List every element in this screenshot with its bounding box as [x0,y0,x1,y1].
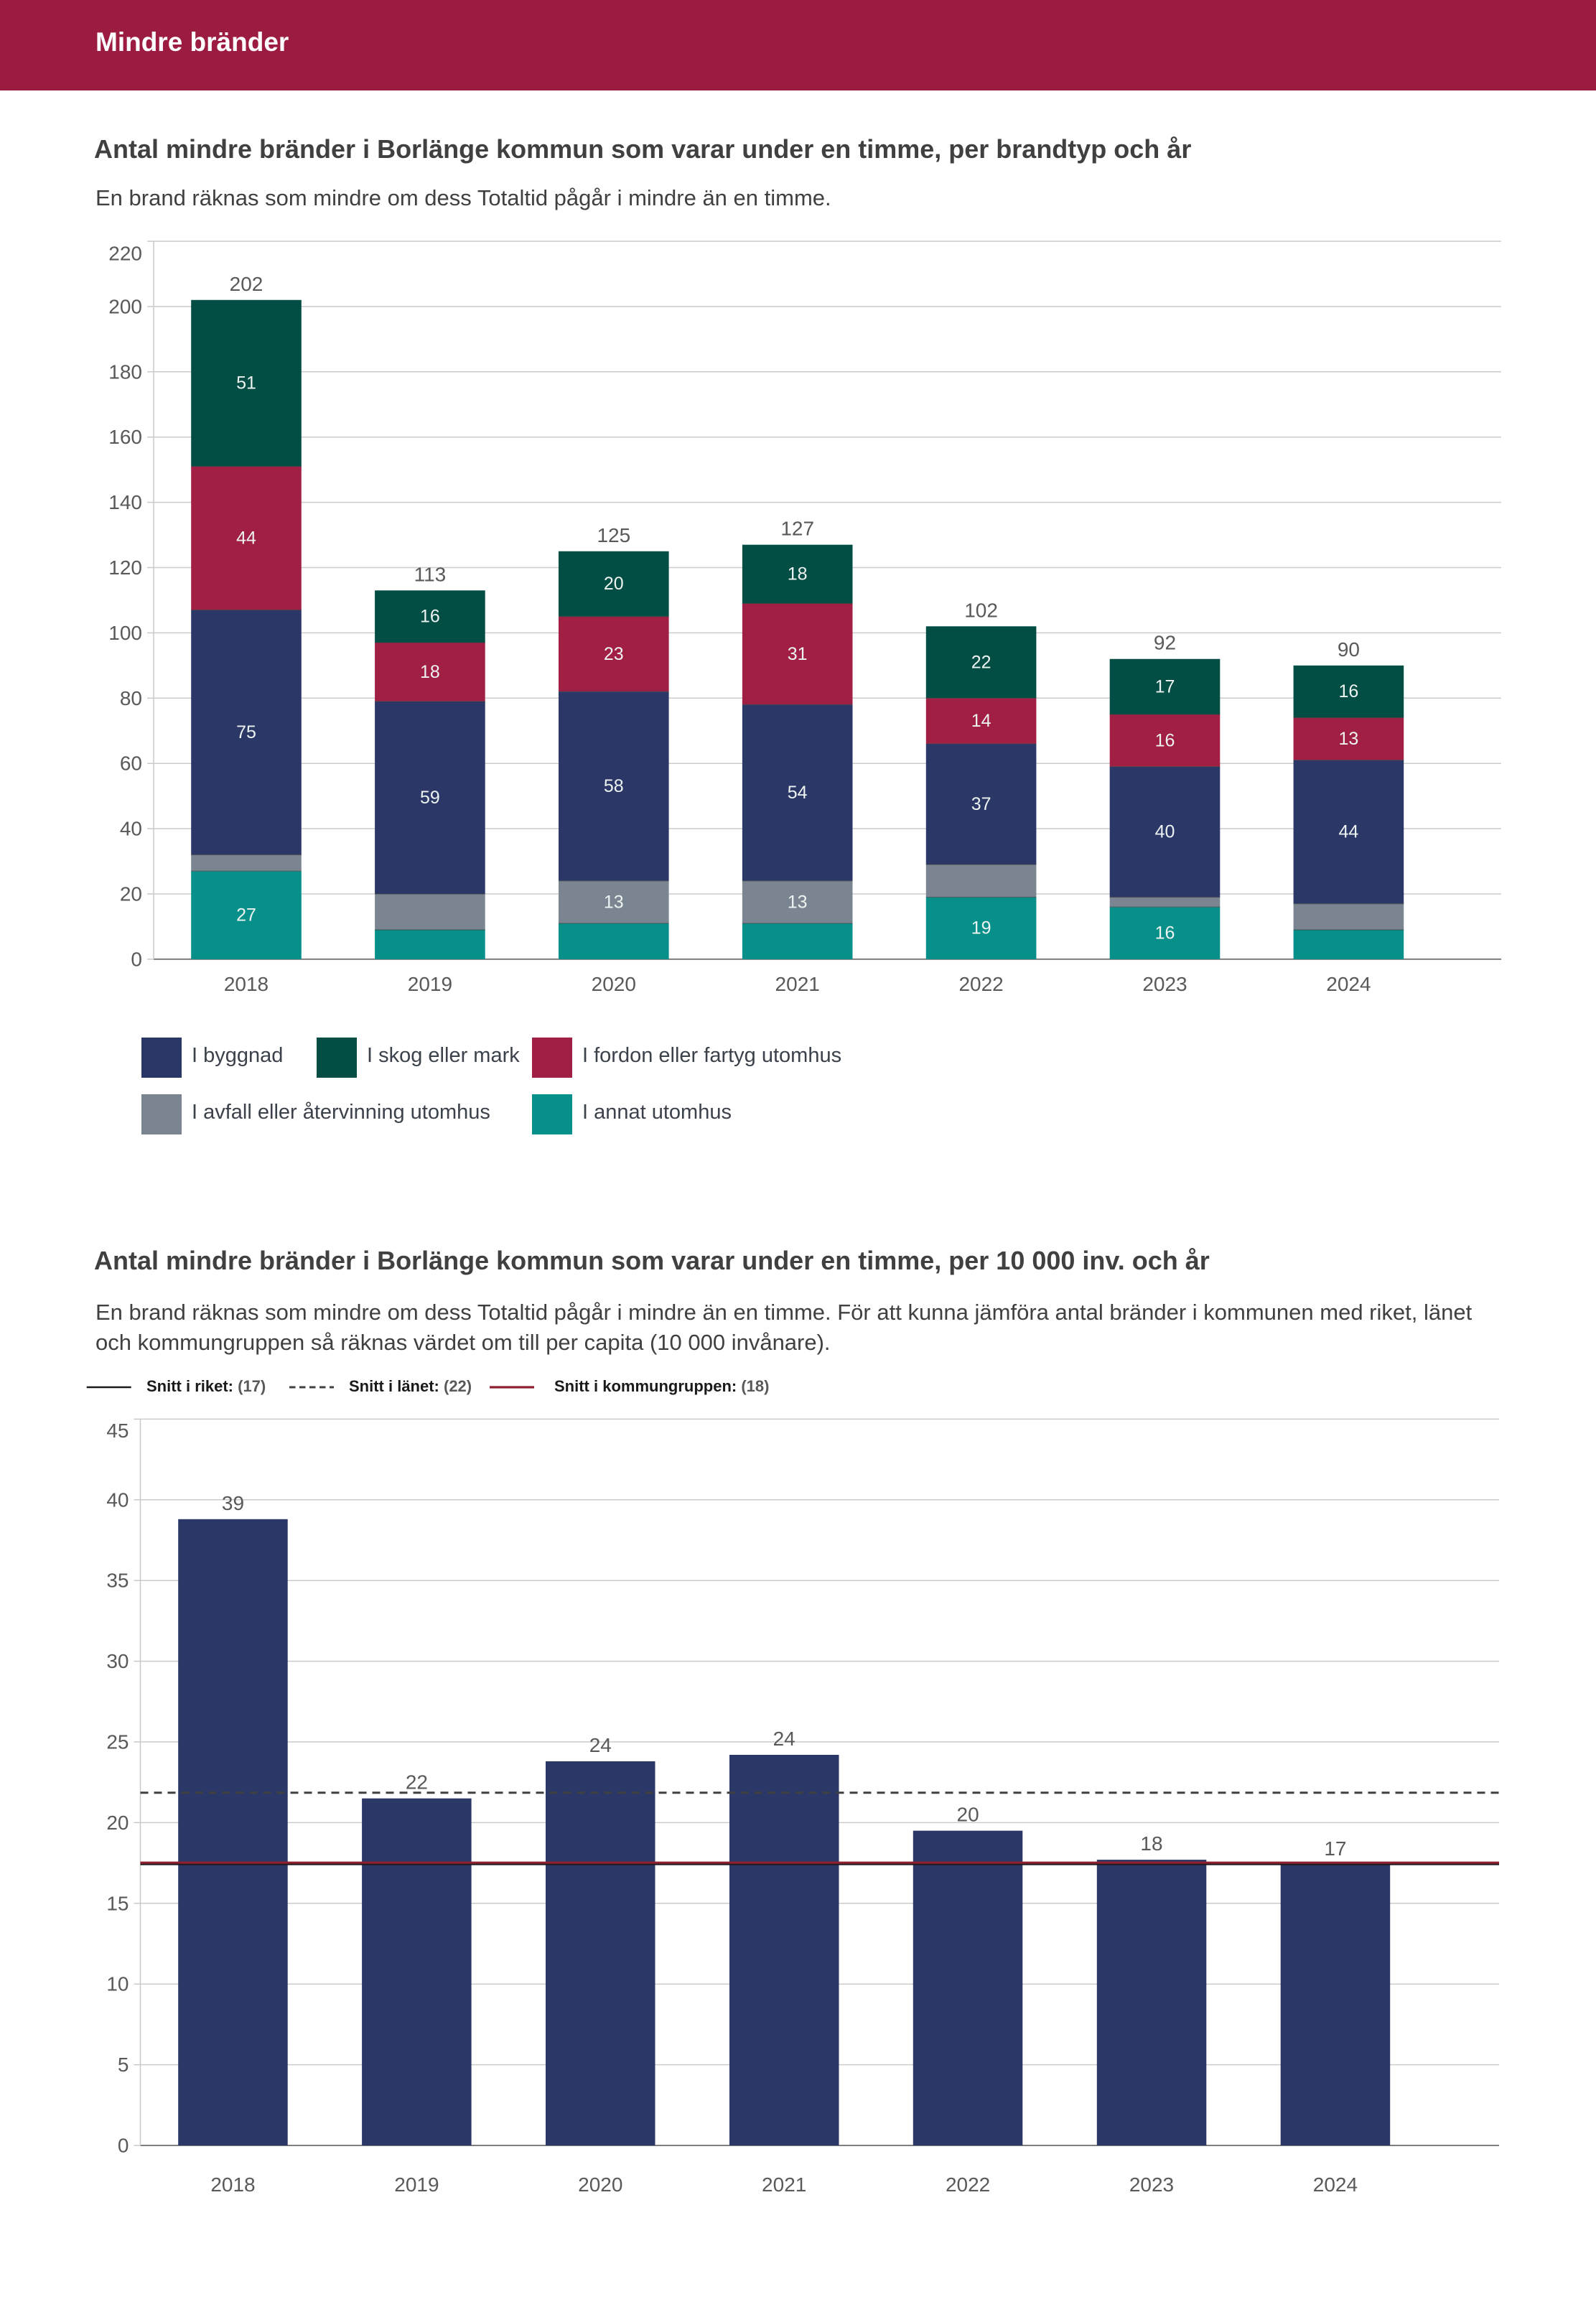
svg-text:20: 20 [957,1804,979,1826]
svg-text:16: 16 [1338,681,1358,702]
svg-text:20: 20 [604,574,624,594]
svg-text:22: 22 [971,652,991,672]
svg-text:90: 90 [1338,638,1360,661]
svg-text:16: 16 [420,607,440,627]
svg-text:140: 140 [108,491,142,513]
svg-text:39: 39 [222,1492,244,1514]
svg-text:2019: 2019 [394,2173,439,2196]
svg-text:23: 23 [604,644,624,664]
svg-text:27: 27 [236,905,256,926]
svg-text:40: 40 [106,1488,129,1511]
svg-text:44: 44 [236,528,256,549]
svg-text:16: 16 [1155,730,1175,750]
svg-text:180: 180 [108,360,142,383]
svg-text:2018: 2018 [224,973,269,995]
svg-text:15: 15 [106,1892,129,1914]
svg-text:58: 58 [604,776,624,796]
svg-text:40: 40 [1155,822,1175,842]
svg-text:60: 60 [120,752,142,775]
svg-text:30: 30 [106,1650,129,1672]
svg-text:2024: 2024 [1313,2173,1358,2196]
svg-text:19: 19 [971,918,991,938]
svg-text:14: 14 [971,711,991,731]
svg-text:16: 16 [1155,923,1175,943]
svg-text:44: 44 [1338,822,1358,842]
svg-text:59: 59 [420,788,440,808]
svg-text:Snitt i länet: (22): Snitt i länet: (22) [349,1377,472,1395]
svg-text:13: 13 [604,892,624,912]
svg-text:37: 37 [971,794,991,814]
svg-text:22: 22 [406,1771,428,1794]
svg-text:113: 113 [414,563,447,585]
svg-text:10: 10 [106,1973,129,1995]
svg-text:18: 18 [420,662,440,682]
svg-text:80: 80 [120,687,142,709]
svg-text:92: 92 [1154,632,1176,654]
svg-text:17: 17 [1324,1837,1346,1860]
svg-text:2020: 2020 [578,2173,622,2196]
svg-text:25: 25 [106,1731,129,1753]
svg-text:Snitt i riket: (17): Snitt i riket: (17) [146,1377,266,1395]
svg-text:13: 13 [788,892,808,912]
svg-text:31: 31 [788,644,808,664]
svg-text:45: 45 [106,1420,129,1442]
svg-text:2021: 2021 [762,2173,806,2196]
svg-text:100: 100 [108,622,142,644]
svg-text:54: 54 [788,783,808,803]
svg-text:0: 0 [131,948,142,970]
svg-text:2024: 2024 [1326,973,1371,995]
svg-text:202: 202 [230,273,263,295]
svg-text:24: 24 [589,1734,612,1756]
svg-text:24: 24 [773,1728,795,1750]
svg-text:5: 5 [118,2054,129,2076]
svg-text:75: 75 [236,722,256,742]
svg-text:2023: 2023 [1129,2173,1174,2196]
svg-text:2019: 2019 [408,973,452,995]
svg-text:40: 40 [120,818,142,840]
svg-text:220: 220 [108,243,142,265]
svg-text:160: 160 [108,426,142,448]
svg-text:2022: 2022 [958,973,1003,995]
svg-text:0: 0 [118,2135,129,2157]
svg-text:18: 18 [1140,1832,1162,1855]
svg-text:2023: 2023 [1142,973,1187,995]
svg-text:2021: 2021 [775,973,820,995]
svg-text:17: 17 [1155,676,1175,696]
svg-text:2022: 2022 [946,2173,990,2196]
svg-text:20: 20 [106,1812,129,1834]
svg-text:102: 102 [964,599,998,621]
svg-text:200: 200 [108,295,142,317]
svg-text:125: 125 [597,524,630,546]
svg-text:13: 13 [1338,729,1358,749]
svg-text:2020: 2020 [592,973,636,995]
svg-text:20: 20 [120,883,142,905]
svg-text:2018: 2018 [210,2173,255,2196]
svg-text:18: 18 [788,564,808,584]
svg-text:120: 120 [108,556,142,579]
svg-text:51: 51 [236,373,256,393]
svg-text:35: 35 [106,1570,129,1592]
svg-text:Snitt i kommungruppen: (18): Snitt i kommungruppen: (18) [554,1377,769,1395]
svg-text:127: 127 [780,518,814,540]
